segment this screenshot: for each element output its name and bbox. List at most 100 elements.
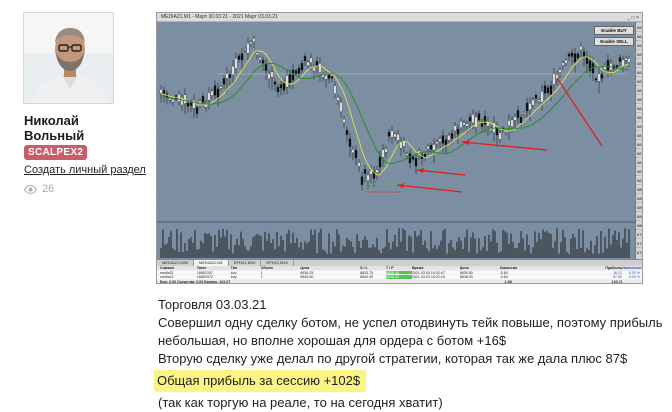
- trade-cell-change: 0.05 %: [628, 275, 640, 280]
- trade-row[interactable]: media21 16852307 buy 1 8836.25 8833.75 8839.00…: [157, 270, 642, 276]
- candle-body: [414, 158, 418, 167]
- annotation-arrow: [461, 141, 548, 151]
- candle-body: [186, 103, 190, 107]
- candle-body: [288, 73, 292, 83]
- column-header[interactable]: T / P: [386, 266, 394, 270]
- trade-cell-commission: -0.84: [499, 270, 508, 275]
- trade-cell-symbol: media21: [160, 270, 174, 275]
- chart-tab[interactable]: MEDIA21,M30: [157, 260, 195, 266]
- candle-body: [291, 69, 295, 81]
- price-level-label: 8828.0: [636, 94, 642, 103]
- candle-body: [372, 170, 376, 179]
- trade-cell-volume: 1: [260, 270, 263, 275]
- chart-tab[interactable]: EPH21,M10: [261, 260, 294, 266]
- candle-body: [465, 123, 469, 127]
- trade-row[interactable]: media21 16852972 buy 1 8845.50 8840.00 8848.00…: [157, 275, 642, 281]
- trade-cell-price: 8836.25: [300, 270, 314, 275]
- trade-cell-volume: 1: [260, 275, 263, 280]
- column-header[interactable]: Символ: [160, 266, 175, 270]
- candle-body: [408, 153, 412, 164]
- candle-body: [387, 132, 391, 137]
- candle-body: [411, 156, 415, 160]
- column-header[interactable]: Прибыль: [605, 266, 623, 270]
- candle-body: [339, 102, 343, 112]
- column-header[interactable]: Объем: [260, 266, 273, 270]
- price-level-label: 8810.0: [636, 175, 642, 184]
- balance-summary: Бал: 0.00 Средства: 0.00 Баланс: 102.07: [160, 280, 231, 284]
- candle-body: [348, 138, 352, 147]
- trading-terminal-screenshot[interactable]: MEDIA21.M1 - Март 30.03.21 - 2021 Март 0…: [156, 12, 643, 284]
- annotation-arrow-head: [417, 168, 424, 173]
- candle-body: [459, 121, 463, 128]
- candle-body: [303, 56, 307, 61]
- post-line-3: Вторую сделку уже делал по другой страте…: [158, 351, 628, 366]
- price-level-label: 8830.0: [636, 85, 642, 94]
- candle-body: [474, 116, 478, 128]
- candle-body: [438, 138, 442, 142]
- candle-body: [390, 130, 394, 138]
- candle-body: [570, 52, 574, 57]
- candle-body: [261, 60, 265, 64]
- price-level-label: 8800.0: [636, 220, 642, 229]
- annotation-arrow-head: [462, 140, 469, 145]
- price-chart[interactable]: [157, 22, 635, 259]
- candle-body: [276, 86, 280, 93]
- column-header[interactable]: Цена: [300, 266, 310, 270]
- price-level-label: 8834.0: [636, 67, 642, 76]
- candle-body: [450, 133, 454, 139]
- price-level-label: 8796.0: [636, 238, 642, 247]
- candle-body: [483, 116, 487, 125]
- user-photo: [24, 13, 113, 103]
- column-header[interactable]: [559, 266, 594, 270]
- column-header[interactable]: Время: [411, 266, 424, 270]
- candle-body: [564, 59, 568, 64]
- price-level-label: 8812.0: [636, 166, 642, 175]
- column-header[interactable]: S / L: [360, 266, 368, 270]
- column-header[interactable]: Комиссия: [499, 266, 518, 270]
- chart-tab[interactable]: EPH21,M10: [229, 260, 262, 266]
- candle-body: [312, 67, 316, 72]
- candle-body: [351, 149, 355, 153]
- user-name[interactable]: Николай Вольный: [24, 113, 134, 143]
- candle-body: [429, 145, 433, 150]
- create-personal-section-link[interactable]: Создать личный раздел: [24, 164, 146, 176]
- post-highlight-total-profit: Общая прибыль за сессию +102$: [154, 370, 367, 392]
- trade-cell-sl: 8833.75: [360, 270, 374, 275]
- column-header[interactable]: Цена: [459, 266, 469, 270]
- candle-body: [219, 86, 223, 89]
- candle-body: [624, 57, 628, 61]
- candle-body: [579, 46, 583, 50]
- price-level-label: 8842.0: [636, 31, 642, 40]
- column-header[interactable]: Изменение: [622, 266, 642, 270]
- candle-body: [252, 38, 256, 43]
- candle-body: [447, 135, 451, 141]
- trade-table: Символ Тикет Тип Объем Цена S / L T / P Время Це…: [157, 266, 642, 284]
- trade-cell-type: buy: [230, 270, 237, 275]
- enable-sell-button[interactable]: Enable SELL: [594, 37, 634, 46]
- candle-body: [540, 91, 544, 103]
- column-header[interactable]: Тикет: [196, 266, 207, 270]
- candle-body: [333, 85, 337, 94]
- candle-body: [399, 141, 403, 149]
- user-last-name: Вольный: [24, 128, 85, 143]
- candle-body: [594, 78, 598, 81]
- candle-body: [573, 53, 577, 63]
- candle-body: [555, 74, 559, 80]
- moving-average-line: [160, 50, 630, 176]
- candle-body: [546, 87, 550, 94]
- candle-body: [588, 60, 592, 71]
- trade-cell-symbol: media21: [160, 275, 174, 280]
- avatar[interactable]: [23, 12, 114, 104]
- candle-body: [543, 85, 547, 94]
- enable-buy-button[interactable]: Enable BUY: [594, 26, 634, 35]
- annotation-arrow: [416, 169, 466, 176]
- column-header[interactable]: Тип: [230, 266, 238, 270]
- candle-body: [309, 57, 313, 63]
- candle-body: [627, 57, 631, 63]
- candle-body: [621, 59, 625, 67]
- candle-body: [603, 64, 607, 70]
- candle-body: [507, 120, 511, 126]
- chart-tab[interactable]: MEDIA21,M1: [194, 260, 229, 266]
- candle-body: [405, 153, 409, 156]
- window-controls[interactable]: _ □ ×: [627, 15, 640, 21]
